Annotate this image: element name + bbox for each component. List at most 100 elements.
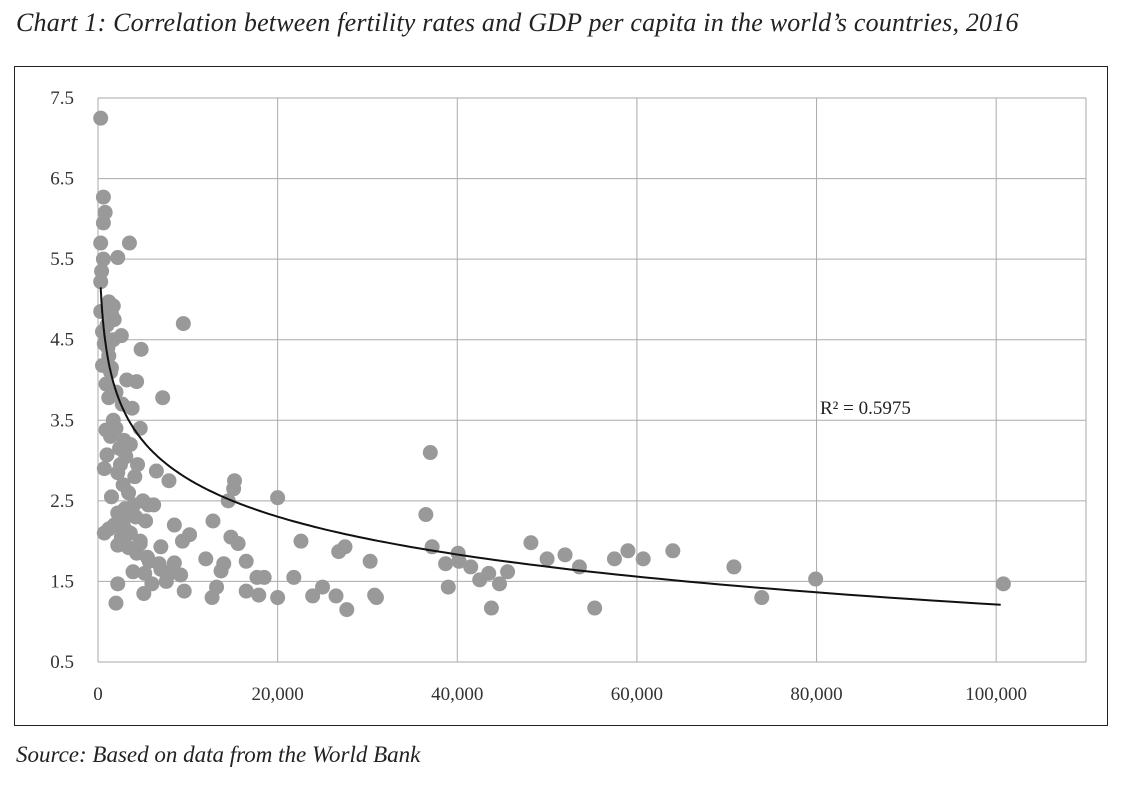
data-point: [108, 595, 124, 611]
data-point: [140, 497, 156, 513]
x-tick-label: 40,000: [431, 684, 483, 705]
data-point: [198, 551, 214, 567]
y-tick-label: 6.5: [50, 169, 74, 190]
data-point: [500, 564, 516, 580]
data-point: [523, 535, 539, 551]
data-point: [113, 529, 129, 545]
data-point: [451, 553, 467, 569]
data-point: [205, 513, 221, 529]
data-point: [94, 324, 110, 340]
data-point: [132, 533, 148, 549]
chart-source: Source: Based on data from the World Ban…: [16, 742, 421, 767]
r-squared-annotation: R² = 0.5975: [820, 398, 911, 419]
data-point: [491, 576, 507, 592]
data-point: [226, 481, 242, 497]
data-point: [331, 544, 347, 560]
data-point: [138, 513, 154, 529]
trendline: [99, 287, 1001, 606]
y-tick-label: 2.5: [50, 491, 74, 512]
data-point: [176, 583, 192, 599]
data-point: [108, 420, 124, 436]
x-tick-label: 0: [93, 684, 103, 705]
data-point: [95, 251, 111, 267]
data-point: [418, 507, 434, 523]
data-point: [422, 445, 438, 461]
data-point: [315, 579, 331, 595]
y-tick-label: 5.5: [50, 249, 74, 270]
data-point: [362, 553, 378, 569]
data-point: [620, 543, 636, 559]
data-point: [483, 600, 499, 616]
data-point: [96, 461, 112, 477]
data-point: [286, 569, 302, 585]
x-tick-label: 100,000: [965, 684, 1027, 705]
data-points: [93, 110, 1011, 618]
x-tick-label: 60,000: [611, 684, 663, 705]
data-point: [139, 549, 155, 565]
data-point: [305, 588, 321, 604]
data-point: [130, 457, 146, 473]
data-point: [166, 517, 182, 533]
data-point: [293, 533, 309, 549]
data-point: [103, 360, 119, 376]
data-point: [438, 556, 454, 572]
data-point: [472, 572, 488, 588]
x-tick-label: 80,000: [790, 684, 842, 705]
data-point: [121, 485, 137, 501]
x-axis-ticks: 0 20,000 40,000 60,000 80,000 100,000: [93, 684, 1027, 705]
y-tick-label: 3.5: [50, 410, 74, 431]
data-point: [808, 571, 824, 587]
data-point: [368, 590, 384, 606]
x-tick-label: 20,000: [252, 684, 304, 705]
data-point: [161, 473, 177, 489]
data-point: [557, 547, 573, 563]
y-tick-label: 0.5: [50, 652, 74, 673]
data-point: [251, 587, 267, 603]
data-point: [665, 543, 681, 559]
data-point: [121, 540, 137, 556]
data-point: [754, 590, 770, 606]
data-point: [93, 235, 109, 251]
data-point: [112, 457, 128, 473]
data-point: [137, 565, 153, 581]
data-point: [635, 551, 651, 567]
data-point: [110, 576, 126, 592]
data-point: [95, 189, 111, 205]
y-tick-label: 7.5: [50, 88, 74, 109]
data-point: [110, 250, 126, 266]
data-point: [125, 564, 141, 580]
data-point: [571, 559, 587, 575]
data-point: [162, 565, 178, 581]
data-point: [148, 463, 164, 479]
data-point: [100, 340, 116, 356]
data-point: [153, 539, 169, 555]
data-point: [124, 400, 140, 416]
y-tick-label: 4.5: [50, 330, 74, 351]
data-point: [93, 110, 109, 126]
data-point: [995, 576, 1011, 592]
data-point: [129, 374, 145, 390]
data-point: [115, 513, 131, 529]
data-point: [151, 556, 167, 572]
data-point: [155, 390, 171, 406]
data-point: [95, 215, 111, 231]
data-point: [463, 559, 479, 575]
data-point: [230, 536, 246, 552]
data-point: [175, 316, 191, 332]
data-point: [270, 590, 286, 606]
data-point: [339, 602, 355, 618]
data-point: [99, 447, 115, 463]
data-point: [127, 469, 143, 485]
data-point: [238, 583, 254, 599]
data-point: [587, 600, 603, 616]
data-point: [101, 390, 117, 406]
data-point: [132, 420, 148, 436]
chart-title: Chart 1: Correlation between fertility r…: [16, 8, 1019, 37]
data-point: [121, 235, 137, 251]
data-point: [726, 559, 742, 575]
data-point: [133, 341, 149, 357]
y-axis-ticks: 0.5 1.5 2.5 3.5 4.5 5.5 6.5 7.5: [50, 88, 74, 673]
data-point: [238, 553, 254, 569]
data-point: [93, 274, 109, 290]
